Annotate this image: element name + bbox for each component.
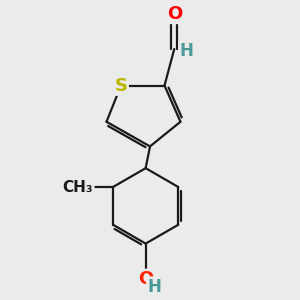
Text: CH₃: CH₃ (63, 179, 93, 194)
Text: S: S (115, 76, 128, 94)
Text: H: H (179, 41, 194, 59)
Text: O: O (138, 270, 153, 288)
Text: H: H (147, 278, 161, 296)
Text: O: O (167, 5, 182, 23)
